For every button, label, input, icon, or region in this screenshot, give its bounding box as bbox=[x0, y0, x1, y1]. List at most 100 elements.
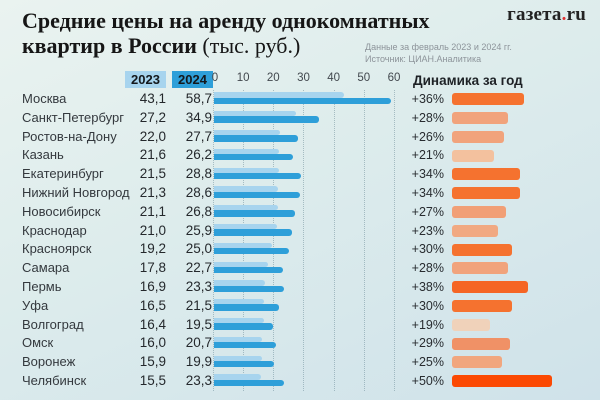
bar-2024 bbox=[214, 135, 298, 142]
city-label: Уфа bbox=[22, 297, 49, 313]
price-bars bbox=[214, 184, 398, 203]
bar-2024 bbox=[214, 172, 301, 180]
table-row: Краснодар 21,0 25,9 +23% bbox=[0, 222, 600, 241]
dynamics-bar bbox=[452, 262, 508, 275]
table-row: Казань 21,6 26,2 +21% bbox=[0, 146, 600, 165]
price-bars bbox=[214, 128, 398, 147]
city-label: Ростов-на-Дону bbox=[22, 128, 117, 144]
value-2024: 19,5 bbox=[185, 316, 212, 332]
bar-2023 bbox=[214, 317, 264, 324]
bar-2024 bbox=[214, 304, 279, 311]
dynamics-cell bbox=[452, 90, 572, 109]
city-label: Самара bbox=[22, 260, 70, 276]
value-2024: 23,3 bbox=[185, 278, 212, 294]
dynamics-bar bbox=[452, 281, 528, 294]
logo-text: газета bbox=[507, 4, 562, 25]
value-2024: 25,9 bbox=[185, 222, 212, 238]
dynamics-cell bbox=[452, 184, 572, 203]
bar-2024 bbox=[214, 210, 295, 217]
axis-tick-label: 20 bbox=[266, 72, 280, 84]
dynamics-cell bbox=[452, 316, 572, 335]
dynamics-percent: +30% bbox=[411, 242, 444, 257]
value-2023: 16,0 bbox=[139, 335, 166, 351]
city-label: Красноярск bbox=[22, 241, 92, 257]
legend-chip-2024: 2024 bbox=[172, 71, 213, 88]
dynamics-bar bbox=[452, 318, 490, 331]
city-label: Омск bbox=[22, 335, 54, 351]
bar-2023 bbox=[214, 186, 279, 192]
page-title: Средние цены на аренду однокомнатных ква… bbox=[22, 8, 430, 58]
price-bars bbox=[214, 203, 398, 222]
dynamics-percent: +23% bbox=[411, 223, 444, 238]
city-label: Москва bbox=[22, 91, 67, 106]
table-row: Москва 43,1 58,7 +36% bbox=[0, 90, 600, 109]
note-line2: Источник: ЦИАН.Аналитика bbox=[365, 54, 482, 64]
dynamics-percent: +28% bbox=[411, 110, 444, 125]
dynamics-bar bbox=[452, 337, 510, 350]
dynamics-percent: +36% bbox=[411, 92, 444, 106]
value-2024: 26,8 bbox=[185, 203, 212, 219]
dynamics-bar bbox=[452, 205, 506, 218]
source-note: Данные за февраль 2023 и 2024 гг. Источн… bbox=[365, 41, 512, 65]
table-row: Челябинск 15,5 23,3 +50% bbox=[0, 372, 600, 391]
axis-tick-label: 50 bbox=[357, 72, 371, 84]
dynamics-cell bbox=[452, 146, 572, 165]
dynamics-bar bbox=[452, 243, 512, 256]
value-2023: 21,5 bbox=[139, 166, 166, 182]
dynamics-percent: +27% bbox=[411, 204, 444, 219]
dynamics-cell bbox=[452, 222, 572, 241]
bar-2023 bbox=[214, 111, 296, 117]
city-label: Казань bbox=[22, 147, 64, 163]
table-row: Омск 16,0 20,7 +29% bbox=[0, 334, 600, 353]
price-bars bbox=[214, 90, 398, 109]
bar-2024 bbox=[214, 247, 290, 255]
dynamics-bar bbox=[452, 111, 508, 124]
value-2023: 21,3 bbox=[139, 184, 166, 200]
bar-2024 bbox=[214, 97, 392, 104]
bar-2023 bbox=[214, 148, 280, 154]
bar-2023 bbox=[214, 280, 265, 286]
bar-2024 bbox=[214, 379, 285, 386]
bar-2024 bbox=[214, 323, 273, 330]
axis-ticks: 0 10 20 30 40 50 60 bbox=[211, 72, 401, 88]
bar-2024 bbox=[214, 191, 301, 198]
dynamics-cell bbox=[452, 278, 572, 297]
table-row: Самара 17,8 22,7 +28% bbox=[0, 259, 600, 278]
bar-2023 bbox=[214, 261, 268, 267]
price-bars bbox=[214, 165, 398, 184]
dynamics-bar bbox=[452, 299, 512, 312]
title-line2-bold: квартир в России bbox=[22, 33, 197, 58]
bar-2023 bbox=[214, 242, 272, 248]
table-row: Нижний Новгород 21,3 28,6 +34% bbox=[0, 184, 600, 203]
bar-2023 bbox=[214, 223, 278, 230]
bar-2023 bbox=[214, 336, 263, 342]
value-2023: 17,8 bbox=[139, 260, 166, 276]
title-line1: Средние цены на аренду однокомнатных bbox=[22, 8, 430, 33]
dynamics-percent: +25% bbox=[411, 355, 444, 370]
dynamics-percent: +34% bbox=[411, 167, 444, 182]
axis-tick-label: 0 bbox=[211, 72, 219, 84]
value-2023: 16,5 bbox=[139, 297, 166, 313]
bar-2023 bbox=[214, 299, 264, 305]
dynamics-cell bbox=[452, 372, 572, 391]
dynamics-bar bbox=[452, 356, 502, 369]
dynamics-cell bbox=[452, 353, 572, 372]
dynamics-percent: +28% bbox=[411, 261, 444, 276]
axis-tick-label: 30 bbox=[297, 72, 310, 84]
value-2024: 21,5 bbox=[185, 297, 212, 313]
dynamics-bar bbox=[452, 187, 520, 200]
table-row: Екатеринбург 21,5 28,8 +34% bbox=[0, 165, 600, 184]
bar-2024 bbox=[214, 153, 293, 161]
table-row: Ростов-на-Дону 22,0 27,7 +26% bbox=[0, 128, 600, 147]
dynamics-header: Динамика за год bbox=[413, 73, 523, 88]
dynamics-bar bbox=[452, 93, 524, 106]
bar-2023 bbox=[214, 129, 281, 136]
value-2023: 21,0 bbox=[139, 222, 166, 238]
dynamics-percent: +50% bbox=[411, 373, 444, 388]
bar-2024 bbox=[214, 285, 285, 292]
table-row: Санкт-Петербург 27,2 34,9 +28% bbox=[0, 109, 600, 128]
bar-2023 bbox=[214, 205, 278, 211]
bar-2023 bbox=[214, 355, 262, 361]
bar-2024 bbox=[214, 360, 274, 368]
value-2024: 28,6 bbox=[185, 184, 212, 200]
